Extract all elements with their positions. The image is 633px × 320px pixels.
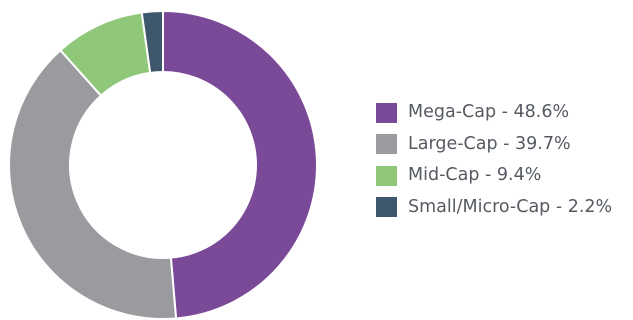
legend-swatch-mid-cap xyxy=(376,165,397,186)
legend-swatch-mega-cap xyxy=(376,102,397,123)
donut-slice-large-cap xyxy=(8,48,178,320)
legend-item-mega-cap: Mega-Cap - 48.6% xyxy=(376,102,612,123)
legend-item-mid-cap: Mid-Cap - 9.4% xyxy=(376,165,612,186)
legend-swatch-large-cap xyxy=(376,134,397,154)
legend-item-small-micro-cap: Small/Micro-Cap - 2.2% xyxy=(376,197,612,218)
legend-label-mid-cap: Mid-Cap - 9.4% xyxy=(408,165,542,185)
legend-label-large-cap: Large-Cap - 39.7% xyxy=(408,133,571,154)
legend-swatch-small-micro-cap xyxy=(376,197,397,217)
donut-slice-mega-cap xyxy=(162,9,318,320)
donut-slice-small-micro-cap xyxy=(140,9,164,75)
chart-legend: Mega-Cap - 48.6% Large-Cap - 39.7% Mid-C… xyxy=(376,102,612,228)
legend-label-small-micro-cap: Small/Micro-Cap - 2.2% xyxy=(408,196,613,217)
legend-item-large-cap: Large-Cap - 39.7% xyxy=(376,134,612,155)
legend-label-mega-cap: Mega-Cap - 48.6% xyxy=(408,102,570,122)
